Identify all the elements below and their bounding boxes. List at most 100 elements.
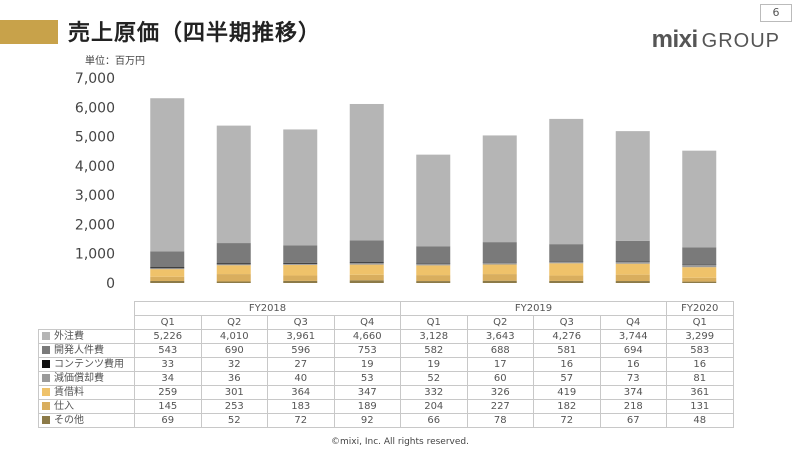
bar-segment xyxy=(150,268,185,270)
value-cell: 4,010 xyxy=(200,329,268,344)
bar-segment xyxy=(216,243,251,264)
value-cell: 52 xyxy=(400,371,468,386)
bar-segment xyxy=(682,277,717,282)
bar-segment xyxy=(682,281,717,283)
bar-segment xyxy=(615,261,650,264)
bar-segment xyxy=(349,274,384,281)
bar-segment xyxy=(482,242,517,263)
table-row: 仕入 145 253 183 189 204 227 182 218 131 xyxy=(38,399,734,414)
bar-segment xyxy=(615,263,650,275)
bar-segment xyxy=(150,269,185,277)
quarter-header: Q1 xyxy=(134,315,202,330)
y-tick-label: 6,000 xyxy=(75,100,115,116)
bar-segment xyxy=(549,118,584,245)
bar-segment xyxy=(615,131,650,241)
bar-segment xyxy=(615,274,650,282)
legend-swatch xyxy=(42,359,50,368)
fiscal-year-header: FY2018 xyxy=(134,301,401,316)
legend-swatch xyxy=(42,345,50,354)
logo-group-text: GROUP xyxy=(701,30,780,52)
bar-segment xyxy=(416,275,451,282)
series-legend: 開発人件費 xyxy=(38,343,135,358)
bar-segment xyxy=(549,263,584,276)
table-row: コンテンツ費用 33 32 27 19 19 17 16 16 16 xyxy=(38,357,734,372)
series-name: 賃借料 xyxy=(54,386,84,398)
y-tick-label: 5,000 xyxy=(75,130,115,146)
series-legend: 外注費 xyxy=(38,329,135,344)
bar-segment xyxy=(283,264,318,276)
value-cell: 364 xyxy=(267,385,335,400)
bar-segment xyxy=(615,261,650,262)
bar-segment xyxy=(615,281,650,283)
bar-segment xyxy=(682,264,717,265)
legend-swatch xyxy=(42,415,50,424)
value-cell: 72 xyxy=(533,413,601,428)
series-legend: 賃借料 xyxy=(38,385,135,400)
bar-segment xyxy=(283,275,318,281)
bar-segment xyxy=(482,274,517,281)
value-cell: 19 xyxy=(400,357,468,372)
value-cell: 3,643 xyxy=(466,329,534,344)
y-tick-label: 2,000 xyxy=(75,217,115,233)
bar-segment xyxy=(216,274,251,282)
bar-segment xyxy=(482,280,517,283)
logo-mixi-text: mixi xyxy=(651,26,699,53)
value-cell: 3,299 xyxy=(666,329,734,344)
value-cell: 67 xyxy=(599,413,667,428)
value-cell: 688 xyxy=(466,343,534,358)
bar-segment xyxy=(682,150,717,248)
legend-swatch xyxy=(42,401,50,410)
bar-segment xyxy=(216,264,251,266)
bar-segment xyxy=(216,125,251,244)
value-cell: 227 xyxy=(466,399,534,414)
stacked-bar-chart: 0 1,000 2,000 3,000 4,000 5,000 6,000 7,000 xyxy=(75,71,717,292)
bar-segment xyxy=(482,262,517,263)
bar-segment xyxy=(283,280,318,283)
bar-segment xyxy=(283,263,318,265)
quarter-header: Q2 xyxy=(466,315,534,330)
bar-segment xyxy=(283,262,318,264)
quarter-header: Q1 xyxy=(400,315,468,330)
table-corner xyxy=(39,302,135,316)
value-cell: 690 xyxy=(200,343,268,358)
copyright: ©mixi, Inc. All rights reserved. xyxy=(331,437,469,447)
bar-segment xyxy=(150,280,185,283)
legend-swatch xyxy=(42,373,50,382)
bar-segment xyxy=(283,245,318,263)
value-cell: 259 xyxy=(134,385,202,400)
legend-swatch xyxy=(42,331,50,340)
value-cell: 419 xyxy=(533,385,601,400)
value-cell: 131 xyxy=(666,399,734,414)
bar-segment xyxy=(349,264,384,275)
value-cell: 4,660 xyxy=(333,329,401,344)
bar-segment xyxy=(482,264,517,275)
bar-segment xyxy=(416,265,451,276)
value-cell: 326 xyxy=(466,385,534,400)
value-cell: 581 xyxy=(533,343,601,358)
value-cell: 183 xyxy=(267,399,335,414)
value-cell: 27 xyxy=(267,357,335,372)
bar-segment xyxy=(682,264,717,268)
value-cell: 347 xyxy=(333,385,401,400)
y-tick-label: 3,000 xyxy=(75,188,115,204)
bar-segment xyxy=(549,261,584,262)
value-cell: 78 xyxy=(466,413,534,428)
value-cell: 145 xyxy=(134,399,202,414)
bar-segment xyxy=(349,280,384,283)
bar-segment xyxy=(482,262,517,265)
bar-segment xyxy=(482,135,517,243)
value-cell: 48 xyxy=(666,413,734,428)
value-cell: 92 xyxy=(333,413,401,428)
table-row: 賃借料 259 301 364 347 332 326 419 374 361 xyxy=(38,385,734,400)
y-tick-label: 4,000 xyxy=(75,159,115,175)
value-cell: 3,744 xyxy=(599,329,667,344)
value-cell: 301 xyxy=(200,385,268,400)
value-cell: 361 xyxy=(666,385,734,400)
company-logo: mixi GROUP xyxy=(652,26,780,54)
value-cell: 81 xyxy=(666,371,734,386)
value-cell: 694 xyxy=(599,343,667,358)
series-name: 仕入 xyxy=(54,400,74,412)
bar-segment xyxy=(349,263,384,265)
bar-segment xyxy=(549,275,584,281)
bar-segment xyxy=(416,263,451,264)
